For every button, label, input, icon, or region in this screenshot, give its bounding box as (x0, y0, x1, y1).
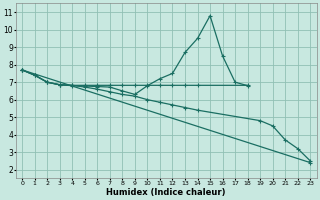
X-axis label: Humidex (Indice chaleur): Humidex (Indice chaleur) (107, 188, 226, 197)
